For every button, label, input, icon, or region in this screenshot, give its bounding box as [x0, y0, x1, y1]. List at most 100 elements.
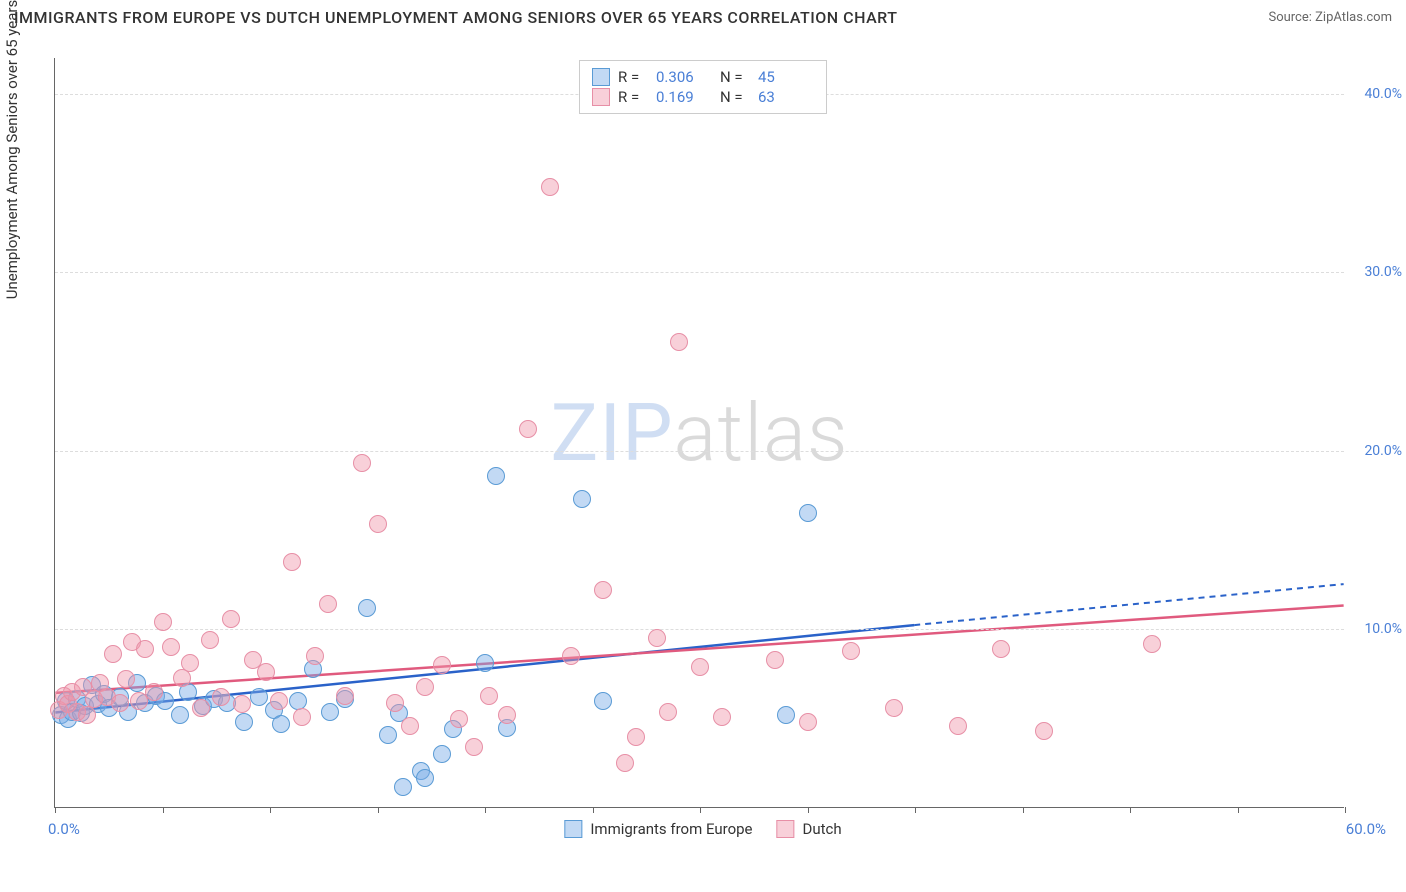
data-point	[319, 595, 337, 613]
stats-n-label: N =	[720, 88, 750, 106]
data-point	[201, 631, 219, 649]
y-axis-label: Unemployment Among Seniors over 65 years	[3, 0, 21, 299]
x-tick	[378, 807, 379, 813]
data-point	[480, 687, 498, 705]
data-point	[111, 694, 129, 712]
data-point	[594, 692, 612, 710]
y-tick-label: 30.0%	[1352, 264, 1402, 280]
data-point	[192, 699, 210, 717]
stats-n-value: 45	[758, 68, 814, 86]
x-tick	[55, 807, 56, 813]
data-point	[136, 640, 154, 658]
data-point	[799, 504, 817, 522]
data-point	[487, 467, 505, 485]
legend-swatch	[592, 88, 610, 106]
x-tick	[163, 807, 164, 813]
legend-label: Dutch	[803, 820, 842, 838]
data-point	[401, 717, 419, 735]
watermark-atlas: atlas	[674, 386, 849, 480]
data-point	[358, 599, 376, 617]
stats-r-value: 0.169	[656, 88, 712, 106]
data-point	[648, 629, 666, 647]
x-tick	[1345, 807, 1346, 813]
x-axis-min-label: 0.0%	[48, 820, 80, 838]
data-point	[616, 754, 634, 772]
data-point	[353, 454, 371, 472]
data-point	[777, 706, 795, 724]
data-point	[416, 678, 434, 696]
data-point	[293, 708, 311, 726]
x-tick	[808, 807, 809, 813]
bottom-legend: Immigrants from Europe Dutch	[564, 820, 841, 838]
grid-line	[55, 451, 1344, 452]
data-point	[369, 515, 387, 533]
data-point	[379, 726, 397, 744]
data-point	[1143, 635, 1161, 653]
data-point	[594, 581, 612, 599]
legend-item: Immigrants from Europe	[564, 820, 752, 838]
trend-lines	[55, 58, 1344, 807]
data-point	[465, 738, 483, 756]
data-point	[433, 656, 451, 674]
x-axis-max-label: 60.0%	[1346, 820, 1386, 838]
legend-swatch	[592, 68, 610, 86]
data-point	[713, 708, 731, 726]
stats-r-label: R =	[618, 88, 648, 106]
data-point	[949, 717, 967, 735]
data-point	[1035, 722, 1053, 740]
source-label: Source: ZipAtlas.com	[1268, 10, 1392, 25]
y-tick-label: 40.0%	[1352, 86, 1402, 102]
data-point	[885, 699, 903, 717]
data-point	[306, 647, 324, 665]
stats-legend: R =0.306N =45R =0.169N =63	[579, 60, 827, 114]
data-point	[433, 745, 451, 763]
legend-item: Dutch	[777, 820, 842, 838]
legend-swatch	[564, 820, 582, 838]
data-point	[386, 694, 404, 712]
x-tick	[270, 807, 271, 813]
chart-container: ZIPatlas 10.0%20.0%30.0%40.0%	[54, 58, 1344, 808]
x-tick	[1023, 807, 1024, 813]
x-tick	[593, 807, 594, 813]
data-point	[416, 769, 434, 787]
data-point	[799, 713, 817, 731]
data-point	[212, 688, 230, 706]
data-point	[541, 178, 559, 196]
data-point	[336, 687, 354, 705]
data-point	[235, 713, 253, 731]
stats-r-value: 0.306	[656, 68, 712, 86]
grid-line	[55, 272, 1344, 273]
stats-n-value: 63	[758, 88, 814, 106]
x-tick	[1238, 807, 1239, 813]
data-point	[270, 692, 288, 710]
data-point	[321, 703, 339, 721]
data-point	[104, 645, 122, 663]
data-point	[498, 706, 516, 724]
stats-n-label: N =	[720, 68, 750, 86]
x-tick	[915, 807, 916, 813]
grid-line	[55, 629, 1344, 630]
data-point	[394, 778, 412, 796]
chart-title: IMMIGRANTS FROM EUROPE VS DUTCH UNEMPLOY…	[14, 8, 897, 27]
data-point	[289, 692, 307, 710]
data-point	[171, 706, 189, 724]
data-point	[154, 613, 172, 631]
legend-label: Immigrants from Europe	[590, 820, 752, 838]
data-point	[117, 670, 135, 688]
data-point	[450, 710, 468, 728]
x-tick	[485, 807, 486, 813]
data-point	[233, 695, 251, 713]
data-point	[272, 715, 290, 733]
data-point	[78, 706, 96, 724]
data-point	[222, 610, 240, 628]
x-tick	[700, 807, 701, 813]
legend-swatch	[777, 820, 795, 838]
data-point	[257, 663, 275, 681]
data-point	[562, 647, 580, 665]
data-point	[573, 490, 591, 508]
data-point	[842, 642, 860, 660]
data-point	[476, 654, 494, 672]
data-point	[145, 683, 163, 701]
data-point	[659, 703, 677, 721]
data-point	[283, 553, 301, 571]
